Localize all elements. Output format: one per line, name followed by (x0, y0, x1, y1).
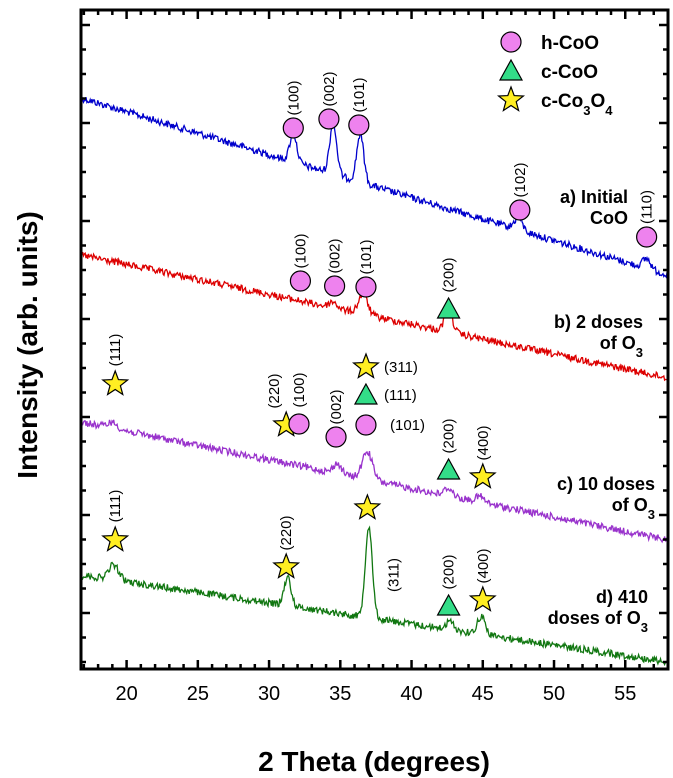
hkl-label: (200) (441, 554, 458, 589)
series-line-4 (80, 525, 669, 667)
triangle-marker (436, 593, 461, 616)
series-line-2 (80, 251, 669, 382)
hkl-label: (101) (358, 239, 375, 274)
legend: h-CoO c-CoO c-Co3O4 (496, 31, 613, 118)
hkl-label: (400) (475, 548, 492, 583)
hkl-label: (200) (441, 418, 458, 453)
star-marker (101, 369, 130, 396)
hkl-label: (002) (327, 238, 344, 273)
hkl-label: (101) (351, 77, 368, 112)
circle-marker (348, 114, 370, 136)
series-label-1-line1: a) Initial (560, 187, 628, 207)
curves-layer (80, 94, 669, 667)
hkl-label: (111) (107, 490, 124, 523)
hkl-label: (002) (328, 389, 345, 424)
x-tick-label: 30 (258, 683, 280, 705)
x-tick-label: 40 (400, 683, 422, 705)
circle-marker (636, 226, 658, 248)
legend-triangle-icon (498, 58, 524, 81)
circle-marker (282, 117, 304, 139)
x-tick-label: 35 (329, 683, 351, 705)
hkl-label: (220) (278, 515, 295, 550)
triangle-marker (436, 296, 461, 319)
legend-label: c-Co3O4 (541, 91, 613, 118)
hkl-label: (111) (107, 334, 124, 367)
circle-marker (318, 108, 340, 130)
x-tick-label: 45 (472, 683, 494, 705)
hkl-label: (100) (285, 80, 302, 115)
hkl-label: (311) (384, 359, 418, 376)
legend-label: c-CoO (541, 62, 598, 83)
series-label-4-line1: d) 410 (596, 587, 648, 607)
circle-marker (289, 270, 312, 292)
series-label-2-line1: b) 2 doses (554, 312, 643, 332)
series-line-1 (80, 94, 669, 279)
star-marker (272, 552, 301, 579)
y-axis-title: Intensity (arb. units) (12, 211, 43, 479)
axis-ticks: 20 25 30 35 40 45 50 55 (81, 10, 670, 705)
triangle-marker (436, 457, 461, 480)
hkl-label: (101) (390, 417, 425, 434)
hkl-label: (311) (385, 558, 402, 592)
legend-star-icon (496, 85, 526, 112)
series-line-3 (80, 419, 669, 544)
x-tick-label: 20 (115, 683, 137, 705)
x-tick-label: 25 (187, 683, 209, 705)
series-label-2-line2: of O3 (600, 333, 643, 360)
series-label-4-line2: doses of O3 (548, 608, 648, 635)
star-marker (468, 462, 497, 489)
hkl-label: (100) (292, 233, 309, 268)
circle-marker (288, 413, 310, 435)
star-marker (353, 493, 382, 520)
triangle-marker (353, 382, 378, 405)
legend-label: h-CoO (541, 33, 599, 54)
series-label-3-line2: of O3 (612, 495, 655, 522)
circle-marker (509, 199, 531, 221)
hkl-label: (200) (441, 257, 458, 292)
x-tick-label: 55 (614, 683, 636, 705)
hkl-label: (102) (512, 162, 529, 197)
plot-frame (79, 8, 670, 671)
star-marker (351, 352, 380, 379)
hkl-label: (100) (291, 372, 308, 407)
hkl-label: (400) (475, 425, 492, 460)
hkl-label: (002) (321, 71, 338, 106)
circle-marker (325, 426, 347, 448)
series-label-3-line1: c) 10 doses (557, 474, 655, 494)
star-marker (101, 525, 130, 552)
circle-marker (324, 275, 346, 297)
circle-marker (355, 414, 377, 436)
circle-marker (355, 276, 377, 298)
x-axis-title: 2 Theta (degrees) (258, 746, 490, 777)
markers-layer: (100) (002) (101) (102) (110) (100) (002) (101)… (101, 71, 658, 616)
star-marker (468, 585, 497, 612)
legend-circle-icon (500, 31, 522, 53)
x-tick-label: 50 (543, 683, 565, 705)
series-label-1-line2: CoO (590, 208, 628, 228)
hkl-label: (110) (639, 190, 656, 224)
hkl-label: (111) (384, 387, 417, 404)
hkl-label: (220) (266, 373, 283, 408)
